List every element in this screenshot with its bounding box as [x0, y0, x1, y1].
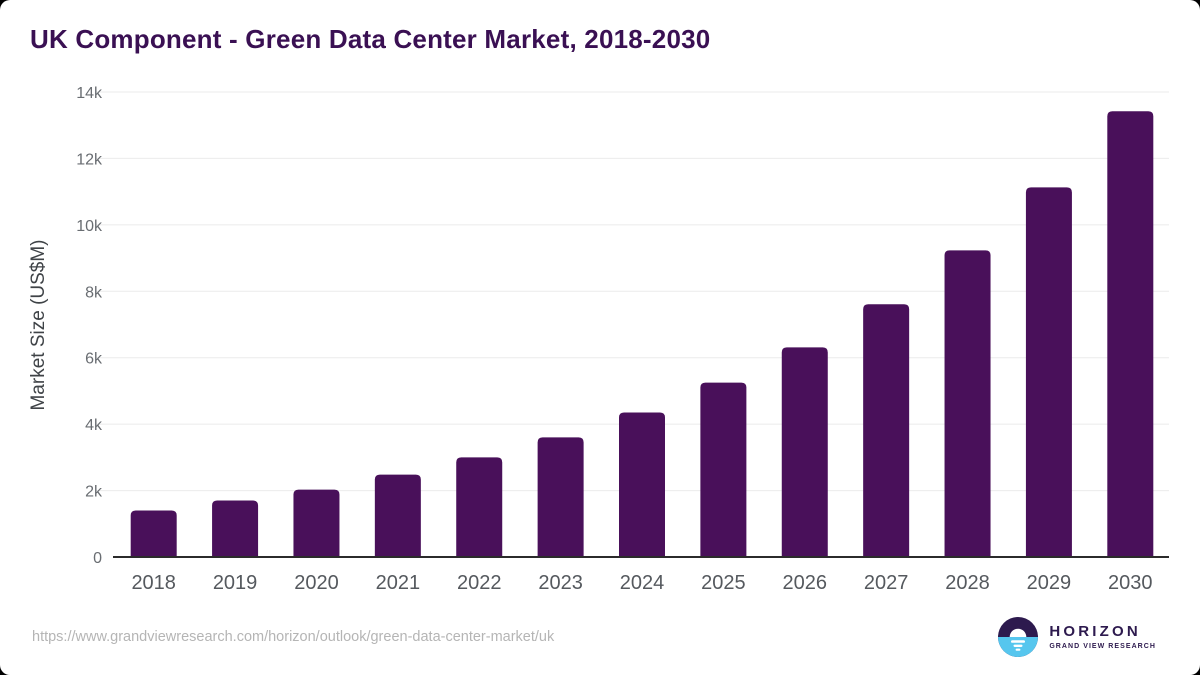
bar-2025 — [700, 382, 747, 557]
x-tick-label: 2020 — [294, 572, 339, 594]
x-tick-label: 2021 — [376, 572, 421, 594]
bar-2018 — [130, 510, 177, 557]
horizon-logo: HORIZON GRAND VIEW RESEARCH — [998, 617, 1156, 657]
bar-2022 — [456, 457, 503, 557]
x-tick-label: 2029 — [1027, 572, 1072, 594]
bar-2019 — [212, 500, 259, 557]
bar-2026 — [781, 347, 828, 557]
x-tick-label: 2028 — [945, 572, 990, 594]
bar-2021 — [374, 474, 421, 557]
x-tick-label: 2030 — [1108, 572, 1153, 594]
x-tick-label: 2019 — [213, 572, 258, 594]
y-tick-label: 6k — [85, 351, 103, 368]
logo-subtitle: GRAND VIEW RESEARCH — [1049, 642, 1156, 650]
source-url: https://www.grandviewresearch.com/horizo… — [32, 629, 555, 645]
x-tick-label: 2023 — [538, 572, 583, 594]
bar-2020 — [293, 489, 340, 557]
horizon-logo-icon — [998, 617, 1039, 657]
x-tick-label: 2022 — [457, 572, 502, 594]
x-tick-label: 2024 — [620, 572, 665, 594]
chart-title: UK Component - Green Data Center Market,… — [30, 24, 711, 54]
bar-2029 — [1025, 187, 1072, 557]
y-tick-label: 2k — [85, 484, 103, 501]
y-tick-label: 8k — [85, 284, 103, 301]
x-tick-label: 2018 — [131, 572, 176, 594]
bar-2030 — [1107, 111, 1154, 557]
x-tick-label: 2027 — [864, 572, 909, 594]
bar-chart: 0 2k 4k 6k 8k 10k 12k 14k 2018 2019 2020 2021 2022 20… — [28, 85, 1169, 594]
y-tick-label: 12k — [76, 151, 103, 168]
bar-2023 — [537, 437, 584, 557]
y-tick-label: 14k — [76, 85, 103, 102]
bar-2028 — [944, 250, 991, 558]
x-tick-label: 2025 — [701, 572, 746, 594]
x-tick-label: 2026 — [783, 572, 828, 594]
logo-text: HORIZON GRAND VIEW RESEARCH — [1049, 624, 1156, 650]
y-tick-label: 0 — [93, 550, 102, 567]
y-axis-title: Market Size (US$M) — [28, 239, 49, 410]
logo-wordmark: HORIZON — [1049, 623, 1141, 641]
bar-2027 — [863, 304, 910, 557]
y-tick-label: 10k — [76, 218, 103, 235]
y-tick-label: 4k — [85, 417, 103, 434]
bar-2024 — [619, 412, 665, 557]
